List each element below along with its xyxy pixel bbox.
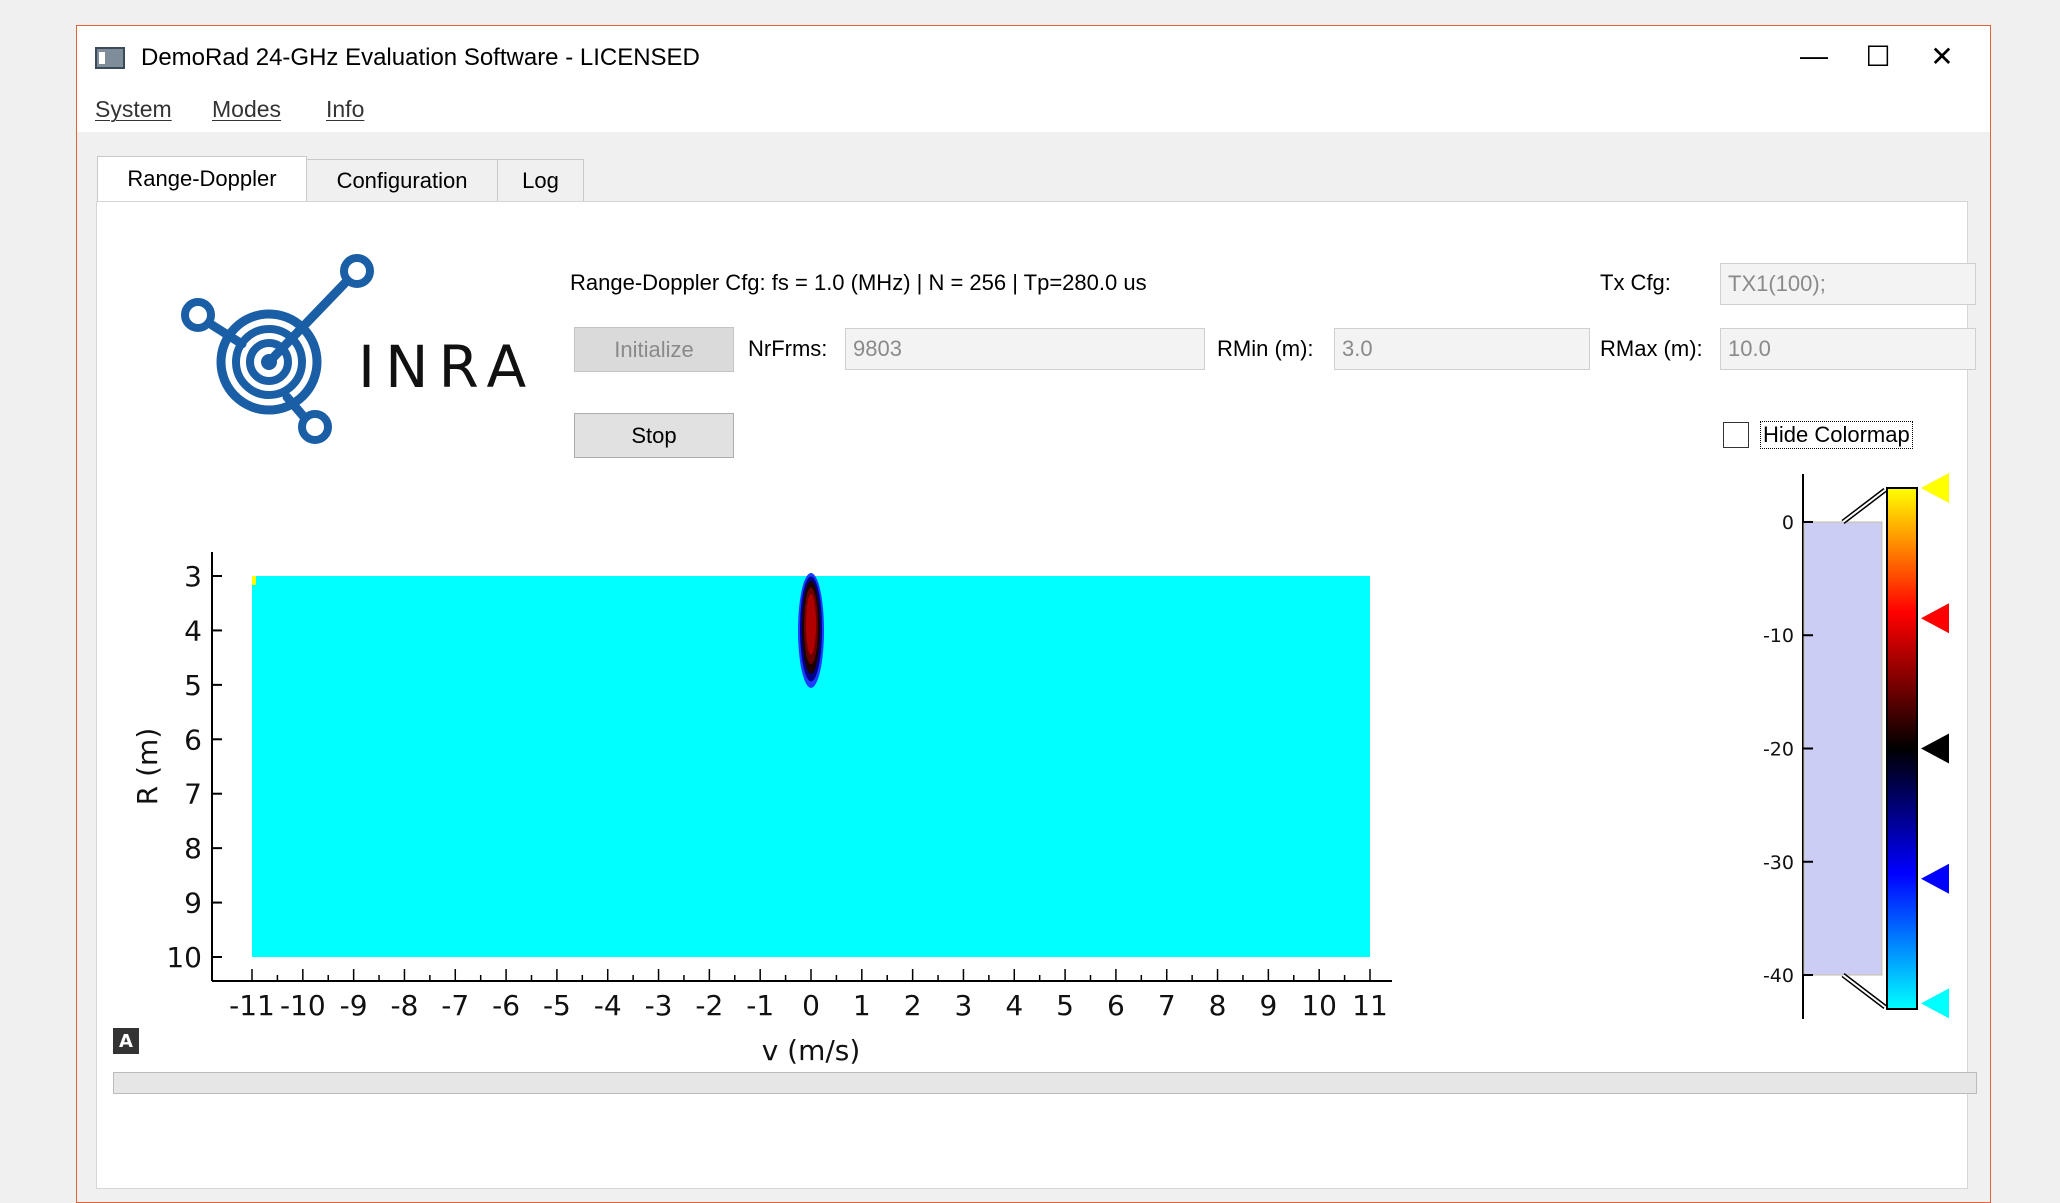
rmax-label: RMax (m):	[1600, 336, 1703, 361]
maximize-button[interactable]: ☐	[1865, 40, 1891, 72]
x-tick-label: 1	[853, 989, 871, 1022]
x-tick-label: -1	[746, 989, 774, 1022]
colorbar-link-bottom-inner	[1842, 974, 1886, 1008]
rmax-field[interactable]: 10.0	[1720, 328, 1976, 370]
x-tick-label: -7	[441, 989, 469, 1022]
y-tick-label: 7	[184, 778, 202, 811]
nrfrms-label: NrFrms:	[748, 336, 828, 361]
x-tick-label: -4	[594, 989, 622, 1022]
colorbar-marker	[1921, 473, 1949, 503]
tab-range-doppler[interactable]: Range-Doppler	[97, 156, 307, 201]
app-icon	[95, 47, 125, 69]
x-tick-label: -10	[280, 989, 326, 1022]
y-tick-label: 8	[184, 832, 202, 865]
target-blob-layer	[806, 594, 816, 655]
close-button[interactable]: ✕	[1930, 40, 1954, 72]
x-tick-label: 11	[1352, 989, 1388, 1022]
tx-cfg-label: Tx Cfg:	[1600, 270, 1671, 295]
range-doppler-panel: INRAS Range-Doppler Cfg: fs = 1.0 (MHz) …	[96, 201, 1977, 1189]
y-tick-label: 3	[184, 560, 202, 593]
hide-colormap-checkbox[interactable]	[1723, 422, 1749, 448]
menu-bar: System Modes Info	[77, 88, 1990, 132]
y-axis-label: R (m)	[131, 728, 164, 805]
x-tick-label: 2	[904, 989, 922, 1022]
x-tick-label: -3	[645, 989, 673, 1022]
menu-info[interactable]: Info	[326, 96, 365, 122]
initialize-button[interactable]: Initialize	[574, 327, 734, 372]
x-tick-label: 10	[1301, 989, 1337, 1022]
x-tick-label: 4	[1005, 989, 1023, 1022]
colorbar-gradient	[1886, 487, 1918, 1010]
window-title: DemoRad 24-GHz Evaluation Software - LIC…	[141, 44, 700, 71]
rmin-field[interactable]: 3.0	[1334, 328, 1590, 370]
x-tick-label: -6	[492, 989, 520, 1022]
y-tick-label: 10	[166, 941, 202, 974]
colorbar-link-top-inner	[1842, 489, 1886, 523]
colorbar-marker	[1921, 988, 1949, 1019]
hide-colormap-label[interactable]: Hide Colormap	[1760, 421, 1913, 449]
colorbar-tick-label: 0	[1782, 512, 1794, 534]
x-tick-label: 3	[955, 989, 973, 1022]
stop-button[interactable]: Stop	[574, 413, 734, 458]
minimize-button[interactable]: —	[1800, 40, 1828, 71]
colorbar-level-region	[1803, 521, 1883, 976]
rmin-label: RMin (m):	[1217, 336, 1314, 361]
x-tick-label: -5	[543, 989, 571, 1022]
colorbar-tick-label: -10	[1763, 625, 1794, 647]
x-tick-label: 7	[1158, 989, 1176, 1022]
menu-system[interactable]: System	[95, 96, 172, 122]
nrfrms-field[interactable]: 9803	[845, 328, 1205, 370]
x-tick-label: -9	[340, 989, 368, 1022]
heatmap-corner-cell	[252, 576, 256, 585]
menu-modes[interactable]: Modes	[212, 96, 282, 122]
x-tick-label: 6	[1107, 989, 1125, 1022]
x-tick-label: 8	[1209, 989, 1227, 1022]
y-tick-label: 4	[184, 614, 202, 647]
colorbar-marker	[1921, 863, 1949, 894]
config-line: Range-Doppler Cfg: fs = 1.0 (MHz) | N = …	[570, 270, 1147, 295]
y-tick-label: 9	[184, 887, 202, 920]
x-tick-label: 9	[1259, 989, 1277, 1022]
colorbar-tick-label: -30	[1763, 852, 1794, 874]
colorbar-widget[interactable]: 0 -10 -20 -30 -40	[1747, 464, 1967, 1024]
logo-text: INRAS	[358, 333, 532, 401]
colorbar-marker	[1921, 603, 1949, 634]
colorbar-tick-label: -40	[1763, 965, 1794, 987]
x-tick-label: 5	[1056, 989, 1074, 1022]
x-tick-label: -8	[390, 989, 418, 1022]
tab-configuration[interactable]: Configuration	[306, 159, 498, 201]
colorbar-tick-label: -20	[1763, 739, 1794, 761]
colorbar-axes: 0 -10 -20 -30 -40	[1763, 473, 1949, 1019]
x-tick-label: -11	[229, 989, 275, 1022]
inras-logo: INRAS	[181, 254, 532, 444]
auto-range-icon[interactable]: A	[113, 1028, 139, 1054]
x-axis-label: v (m/s)	[762, 1034, 861, 1064]
colorbar-marker	[1921, 733, 1949, 764]
y-tick-label: 6	[184, 723, 202, 756]
y-tick-label: 5	[184, 669, 202, 702]
tab-log[interactable]: Log	[497, 159, 584, 201]
x-tick-label: -2	[695, 989, 723, 1022]
app-window: DemoRad 24-GHz Evaluation Software - LIC…	[76, 25, 1991, 1203]
title-bar[interactable]: DemoRad 24-GHz Evaluation Software - LIC…	[77, 26, 1990, 88]
progress-bar	[113, 1072, 1977, 1094]
x-tick-label: 0	[802, 989, 820, 1022]
tx-cfg-field[interactable]: TX1(100);	[1720, 263, 1976, 305]
